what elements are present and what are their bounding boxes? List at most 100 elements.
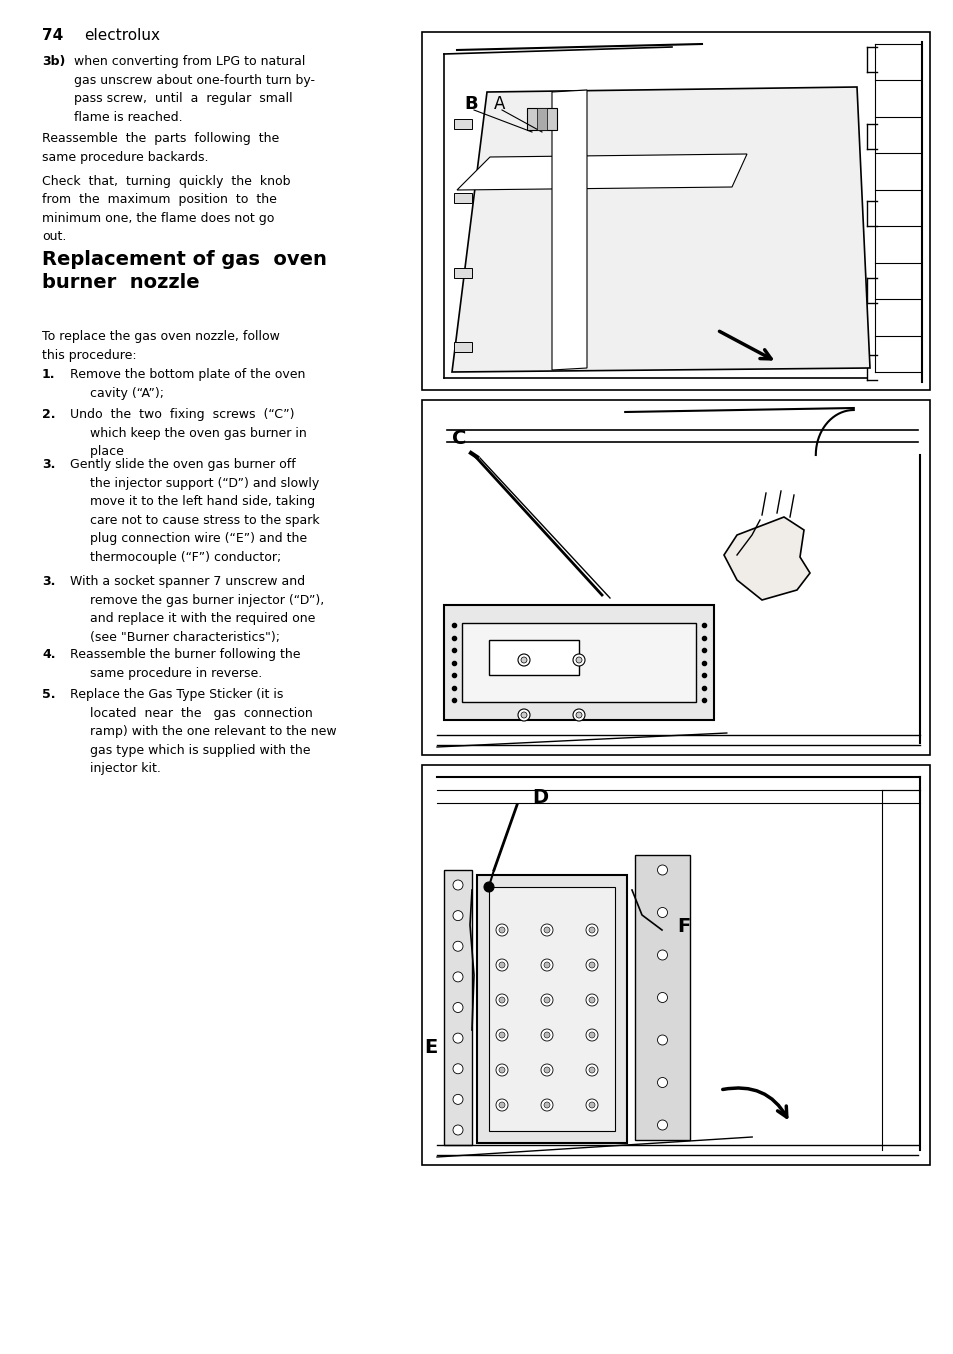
Circle shape [585,994,598,1006]
Circle shape [576,657,581,663]
Circle shape [520,712,526,718]
Bar [635,854,689,1140]
Circle shape [543,927,550,933]
Bar [489,640,578,676]
Circle shape [496,1029,507,1041]
Text: E: E [423,1037,436,1056]
Text: 3.: 3. [42,575,55,588]
Text: Replace the Gas Type Sticker (it is
     located  near  the   gas  connection
  : Replace the Gas Type Sticker (it is loca… [70,688,336,774]
Circle shape [585,1064,598,1076]
Bar [526,108,557,130]
Circle shape [496,1099,507,1112]
Circle shape [540,1064,553,1076]
Text: To replace the gas oven nozzle, follow
this procedure:: To replace the gas oven nozzle, follow t… [42,330,279,362]
Bar [443,605,713,720]
Bar [454,119,472,129]
Text: 74: 74 [42,28,63,43]
Circle shape [657,907,667,918]
Circle shape [657,992,667,1002]
Text: 2.: 2. [42,408,55,421]
Circle shape [496,994,507,1006]
Text: B: B [463,95,477,112]
Circle shape [453,1033,462,1043]
Text: electrolux: electrolux [84,28,160,43]
Circle shape [498,1067,504,1072]
Circle shape [540,1099,553,1112]
Circle shape [498,927,504,933]
Text: Replacement of gas  oven
burner  nozzle: Replacement of gas oven burner nozzle [42,250,327,292]
Circle shape [540,959,553,971]
Circle shape [453,941,462,952]
Circle shape [496,923,507,936]
Circle shape [657,865,667,875]
Circle shape [498,997,504,1003]
Circle shape [657,1120,667,1131]
Text: Reassemble  the  parts  following  the
same procedure backards.: Reassemble the parts following the same … [42,131,279,164]
Circle shape [453,1125,462,1135]
Circle shape [496,959,507,971]
Bar [443,871,472,1145]
Circle shape [540,923,553,936]
Text: Undo  the  two  fixing  screws  (“C”)
     which keep the oven gas burner in
   : Undo the two fixing screws (“C”) which k… [70,408,307,458]
Text: D: D [532,788,548,807]
Circle shape [453,911,462,921]
Polygon shape [456,154,746,190]
Circle shape [543,961,550,968]
Circle shape [657,1078,667,1087]
Circle shape [576,712,581,718]
Circle shape [453,1002,462,1013]
Text: F: F [677,918,690,937]
Bar [454,268,472,278]
Circle shape [543,997,550,1003]
Circle shape [657,951,667,960]
Circle shape [588,961,595,968]
Circle shape [483,881,494,892]
Circle shape [543,1067,550,1072]
Circle shape [498,961,504,968]
Circle shape [588,1102,595,1108]
Polygon shape [723,517,809,600]
Circle shape [588,927,595,933]
Circle shape [540,994,553,1006]
Circle shape [453,1064,462,1074]
Circle shape [585,923,598,936]
Circle shape [498,1032,504,1039]
Circle shape [588,997,595,1003]
Circle shape [496,1064,507,1076]
Circle shape [573,654,584,666]
Text: Remove the bottom plate of the oven
     cavity (“A”);: Remove the bottom plate of the oven cavi… [70,368,305,399]
Circle shape [498,1102,504,1108]
Text: 3b): 3b) [42,56,66,68]
Circle shape [517,654,530,666]
Circle shape [543,1032,550,1039]
Text: 3.: 3. [42,458,55,471]
Circle shape [517,709,530,720]
Bar [454,194,472,203]
Text: Reassemble the burner following the
     same procedure in reverse.: Reassemble the burner following the same… [70,649,300,680]
Circle shape [585,959,598,971]
Text: 1.: 1. [42,368,55,380]
Circle shape [585,1029,598,1041]
Text: Check  that,  turning  quickly  the  knob
from  the  maximum  position  to  the
: Check that, turning quickly the knob fro… [42,175,291,244]
Polygon shape [552,89,586,370]
Circle shape [588,1032,595,1039]
Text: 5.: 5. [42,688,55,701]
Text: A: A [494,95,505,112]
Bar [537,108,546,130]
Bar [421,399,929,756]
Bar [454,343,472,352]
Text: when converting from LPG to natural
gas unscrew about one-fourth turn by-
pass s: when converting from LPG to natural gas … [74,56,314,123]
Circle shape [520,657,526,663]
Circle shape [453,972,462,982]
Circle shape [585,1099,598,1112]
Bar [476,875,626,1143]
Text: Gently slide the oven gas burner off
     the injector support (“D”) and slowly
: Gently slide the oven gas burner off the… [70,458,319,563]
Bar [421,32,929,390]
Circle shape [588,1067,595,1072]
Circle shape [453,880,462,890]
Text: C: C [452,428,466,448]
Circle shape [543,1102,550,1108]
Text: With a socket spanner 7 unscrew and
     remove the gas burner injector (“D”),
 : With a socket spanner 7 unscrew and remo… [70,575,324,643]
Circle shape [540,1029,553,1041]
Bar [421,765,929,1164]
